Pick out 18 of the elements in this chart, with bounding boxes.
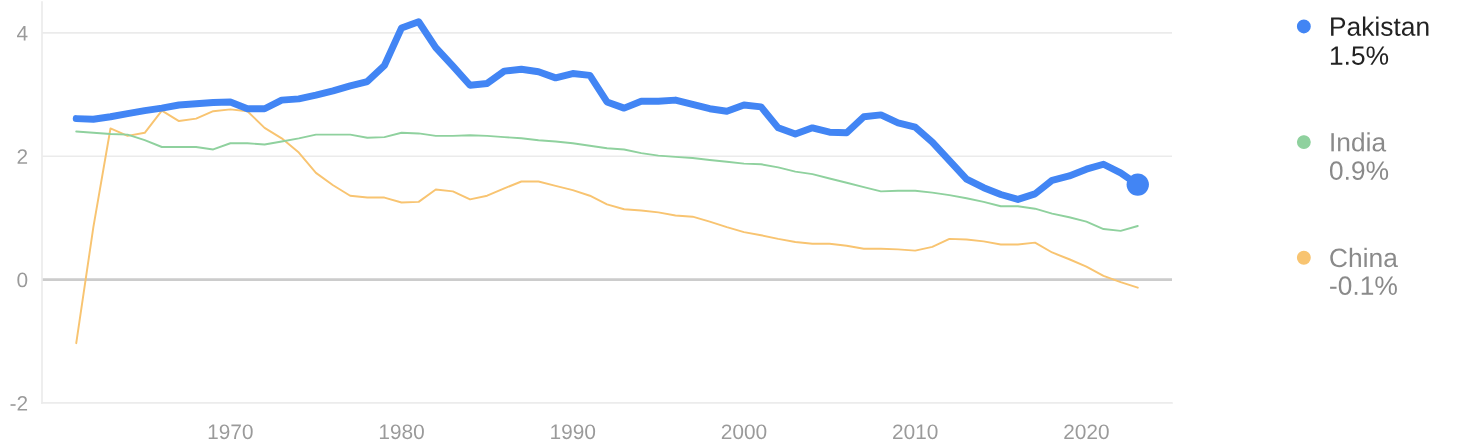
y-tick-label: 2 — [17, 149, 28, 164]
text: -0.1% — [1330, 276, 1397, 296]
legend-label: India — [1331, 132, 1387, 152]
x-tick-label: 1980 — [379, 424, 424, 440]
x-tick-label: 1970 — [208, 424, 253, 440]
line-series — [75, 130, 1139, 232]
y-tick-label: -2 — [10, 396, 28, 411]
text: 0.9% — [1329, 161, 1389, 180]
legend-label: Pakistan — [1331, 16, 1429, 36]
legend-label: China — [1330, 247, 1398, 268]
x-tick-label: 2010 — [893, 424, 938, 440]
line-series — [75, 108, 1139, 345]
x-tick-label: 2000 — [721, 424, 767, 440]
x-tick-label: 2020 — [1064, 424, 1109, 440]
y-tick-label: 4 — [17, 26, 28, 41]
x-tick-label: 1990 — [551, 424, 596, 440]
y-tick-label: 0 — [17, 272, 28, 288]
text: 1.5% — [1330, 46, 1389, 65]
